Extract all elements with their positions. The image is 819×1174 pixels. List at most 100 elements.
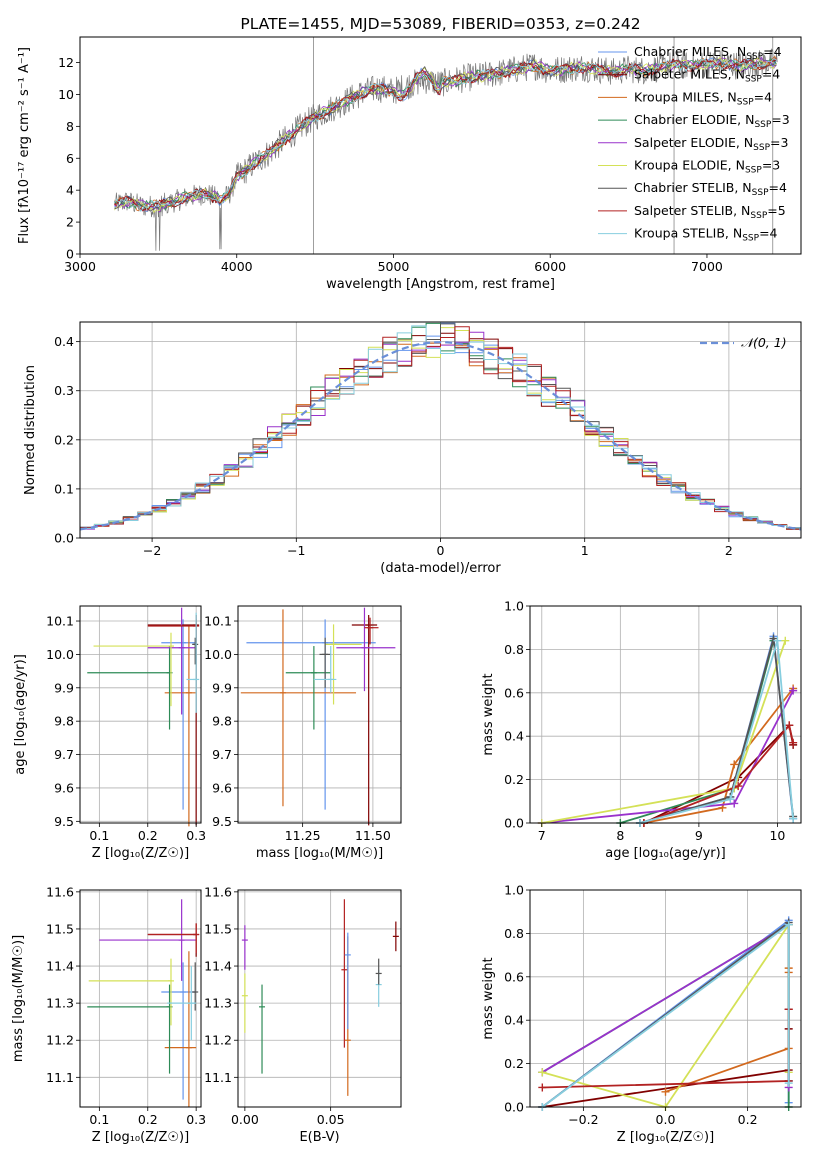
axes-frame <box>79 889 202 1108</box>
y-tick-label: 10.0 <box>204 647 232 662</box>
x-tick-label: −1 <box>287 543 305 558</box>
x-axis-label: Z [log₁₀(Z/Z☉)] <box>92 1130 189 1145</box>
legend-entry: Salpeter STELIB, NSSP=5 <box>634 203 786 221</box>
plot-area <box>79 322 802 538</box>
legend-entry: Kroupa STELIB, NSSP=4 <box>634 226 778 244</box>
plot-area <box>537 632 798 827</box>
legend-subscript: SSP <box>745 75 762 85</box>
y-tick-label: 0 <box>66 247 74 262</box>
axes-frame <box>529 889 802 1108</box>
y-tick-label: 9.8 <box>212 714 232 729</box>
x-tick-label: 11.50 <box>355 828 391 843</box>
y-tick-label: 9.5 <box>212 814 232 829</box>
legend-subscript: SSP <box>746 52 763 62</box>
y-tick-label: 11.2 <box>204 1033 232 1048</box>
model-spectrum-line <box>114 56 777 212</box>
plot-area <box>240 607 396 826</box>
panel-2: −2 −1 0 1 2 0.0 0.1 0.2 0.3 0.4 (data-model)/error… <box>23 321 802 576</box>
x-tick-label: −0.2 <box>568 1112 598 1127</box>
legend-count: =4 <box>759 226 777 241</box>
legend-entry: Salpeter ELODIE, NSSP=3 <box>634 135 788 153</box>
y-tick-label: 9.8 <box>54 714 74 729</box>
y-tick-label: 8 <box>66 119 74 134</box>
y-tick-label: 0.1 <box>54 481 74 496</box>
legend-entry: Kroupa MILES, NSSP=4 <box>634 89 772 107</box>
plus-marker <box>661 1087 670 1096</box>
plot-area <box>87 899 200 1107</box>
y-tick-label: 0.4 <box>54 334 74 349</box>
y-tick-label: 11.2 <box>46 1033 74 1048</box>
y-tick-label: 11.3 <box>46 996 74 1011</box>
axes-frame <box>79 36 802 255</box>
y-tick-label: 9.6 <box>54 780 74 795</box>
x-tick-label: 7 <box>538 828 546 843</box>
plus-marker <box>734 782 743 791</box>
x-tick-label: 2 <box>725 543 733 558</box>
plots-layer: 3000 4000 5000 6000 7000024681012wavelength … <box>11 15 802 1145</box>
y-tick-label: 9.5 <box>54 814 74 829</box>
panel-8: −0.2 0.0 0.2 0.0 0.2 0.4 0.6 0.8 1.0 Z [log₁₀(Z/Z… <box>481 883 802 1145</box>
x-tick-label: 0.05 <box>317 1112 345 1127</box>
y-tick-label: 9.7 <box>54 747 74 762</box>
y-tick-label: 1.0 <box>504 599 524 614</box>
chart-title: PLATE=1455, MJD=53089, FIBERID=0353, z=0… <box>240 15 640 33</box>
legend-subscript: SSP <box>745 166 762 176</box>
plot-area <box>87 607 200 827</box>
axes-frame <box>237 889 402 1108</box>
plus-marker <box>789 686 798 695</box>
x-axis-label: age [log₁₀(age/yr)] <box>605 846 726 861</box>
x-tick-label: 9 <box>695 828 703 843</box>
y-tick-label: 0.0 <box>504 1100 524 1115</box>
y-tick-label: 9.7 <box>212 747 232 762</box>
x-axis-label: Z [log₁₀(Z/Z☉)] <box>92 846 189 861</box>
mass-weight-line <box>639 640 794 824</box>
axes-frame <box>79 321 802 539</box>
y-tick-label: 9.9 <box>54 680 74 695</box>
x-axis-label: Z [log₁₀(Z/Z☉)] <box>617 1130 714 1145</box>
x-tick-label: 0.00 <box>231 1112 259 1127</box>
legend-count: =3 <box>771 112 789 127</box>
x-axis-label: mass [log₁₀(M/M☉)] <box>256 846 383 861</box>
x-axis-label: (data-model)/error <box>380 561 501 576</box>
y-tick-label: 10 <box>58 87 74 102</box>
legend-count: =4 <box>754 89 772 104</box>
y-axis-label: age [log₁₀(age/yr)] <box>13 654 28 775</box>
plus-marker <box>538 1068 547 1077</box>
legend-entry: Kroupa ELODIE, NSSP=3 <box>634 158 780 176</box>
legend-entry: Chabrier STELIB, NSSP=4 <box>634 180 787 198</box>
panel-3: 0.1 0.2 0.3 9.5 9.6 9.7 9.8 9.9 10.0 10.1 Z [log₁₀… <box>13 605 206 861</box>
mass-weight-line <box>639 638 794 824</box>
legend-count: =3 <box>762 158 780 173</box>
panel-1: 3000 4000 5000 6000 7000 0 2 4 6 8 10 12 wavelength … <box>17 15 802 292</box>
normal-distribution-curve <box>79 341 802 531</box>
y-tick-label: 0.8 <box>504 642 524 657</box>
y-tick-label: 10.1 <box>204 614 232 629</box>
x-tick-label: 4000 <box>221 259 253 274</box>
x-tick-label: 0 <box>437 543 445 558</box>
legend-subscript: SSP <box>742 234 759 244</box>
legend-subscript: SSP <box>750 211 767 221</box>
y-tick-label: 11.5 <box>46 921 74 936</box>
x-axis-label: wavelength [Angstrom, rest frame] <box>326 277 555 292</box>
plus-marker <box>789 738 798 747</box>
x-tick-label: 8 <box>616 828 624 843</box>
model-spectrum-line <box>114 56 777 214</box>
y-tick-label: 11.6 <box>46 884 74 899</box>
legend-subscript: SSP <box>737 97 754 107</box>
panel-6: 0.1 0.2 0.3 11.1 11.2 11.3 11.4 11.5 11.6 Z [log₁… <box>11 884 206 1145</box>
plus-marker <box>785 721 794 730</box>
legend-count: =4 <box>762 67 780 82</box>
legend-entry: Salpeter MILES, NSSP=4 <box>634 67 780 85</box>
axes-frame <box>79 605 202 824</box>
x-tick-label: 0.2 <box>138 1112 158 1127</box>
x-tick-label: 6000 <box>534 259 566 274</box>
legend-entry: Chabrier MILES, NSSP=4 <box>634 44 782 62</box>
legend-count: =4 <box>769 180 787 195</box>
x-tick-label: 0.1 <box>89 828 109 843</box>
y-tick-label: 0.2 <box>504 1056 524 1071</box>
legend-subscript: SSP <box>754 120 771 130</box>
axes-frame <box>237 605 402 824</box>
y-tick-label: 0.2 <box>504 772 524 787</box>
y-tick-label: 0.3 <box>54 383 74 398</box>
